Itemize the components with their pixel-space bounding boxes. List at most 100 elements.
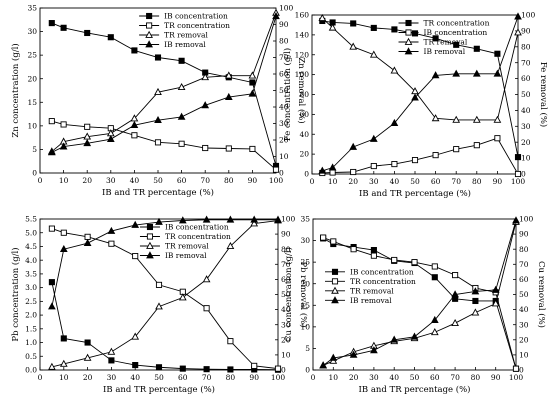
data-point bbox=[350, 168, 357, 176]
y-left-tick-label: 140 bbox=[295, 30, 310, 39]
y-left-tick-label: 0 bbox=[32, 169, 37, 178]
data-point bbox=[178, 293, 187, 301]
y-right-tick-label: 60 bbox=[521, 74, 531, 83]
data-point bbox=[320, 234, 327, 241]
data-point bbox=[202, 275, 211, 283]
legend-marker bbox=[146, 12, 153, 20]
data-point bbox=[108, 357, 115, 364]
x-tick-label: 0 bbox=[311, 373, 316, 382]
legend-label: IB removal bbox=[164, 40, 206, 49]
y-left-tick-label: 20 bbox=[27, 74, 37, 83]
data-point bbox=[201, 101, 210, 109]
data-point bbox=[349, 142, 358, 150]
y-right-tick-label: 100 bbox=[521, 11, 536, 20]
data-point bbox=[226, 241, 235, 250]
data-point bbox=[369, 134, 378, 142]
data-point bbox=[411, 259, 418, 266]
data-point bbox=[84, 123, 91, 130]
data-point bbox=[431, 114, 440, 122]
data-point bbox=[108, 240, 115, 247]
data-point bbox=[453, 41, 460, 48]
data-point bbox=[224, 92, 233, 100]
data-point bbox=[60, 335, 67, 342]
data-point bbox=[154, 87, 162, 96]
data-point bbox=[203, 305, 210, 312]
y-right-tick-label: 20 bbox=[281, 335, 291, 344]
data-point bbox=[493, 115, 502, 123]
data-point bbox=[48, 20, 55, 27]
y-left-tick-label: 5.5 bbox=[25, 215, 37, 224]
data-point bbox=[178, 216, 187, 224]
y-right-tick-label: 10 bbox=[281, 351, 291, 360]
legend-marker bbox=[405, 19, 412, 27]
series-line bbox=[321, 17, 519, 121]
data-point bbox=[494, 50, 501, 57]
data-point bbox=[154, 139, 162, 146]
x-tick-label: 80 bbox=[472, 177, 482, 186]
y-right-axis-title: Fe removal (%) bbox=[538, 62, 549, 127]
data-point bbox=[410, 332, 419, 340]
data-point bbox=[48, 279, 55, 286]
data-point bbox=[494, 135, 501, 142]
legend-marker bbox=[404, 47, 413, 55]
data-point bbox=[155, 217, 163, 225]
data-point bbox=[491, 299, 500, 307]
data-point bbox=[60, 229, 67, 236]
y-right-tick-label: 100 bbox=[279, 4, 294, 13]
x-tick-label: 40 bbox=[130, 176, 140, 185]
x-tick-label: 70 bbox=[202, 373, 212, 382]
series-ib-removal bbox=[47, 12, 280, 156]
x-tick-label: 60 bbox=[431, 177, 441, 186]
legend-marker bbox=[331, 296, 339, 304]
series-line bbox=[51, 282, 279, 371]
legend-label: IB concentration bbox=[424, 28, 488, 37]
x-tick-label: 90 bbox=[491, 373, 501, 382]
y-right-tick-label: 70 bbox=[519, 260, 529, 269]
data-point bbox=[472, 69, 481, 77]
legend-label: TR removal bbox=[424, 38, 468, 47]
data-point bbox=[411, 93, 419, 101]
y-left-tick-label: 25 bbox=[27, 51, 37, 60]
x-tick-label: 40 bbox=[130, 373, 140, 382]
x-tick-label: 100 bbox=[269, 176, 284, 185]
y-left-tick-label: 1.5 bbox=[25, 324, 37, 333]
data-point bbox=[431, 263, 438, 270]
y-right-tick-label: 10 bbox=[521, 154, 531, 163]
data-point bbox=[248, 89, 257, 97]
y-left-tick-label: 2.0 bbox=[25, 311, 37, 320]
y-right-tick-label: 90 bbox=[519, 230, 529, 239]
y-right-tick-label: 60 bbox=[279, 70, 289, 79]
data-point bbox=[411, 30, 419, 37]
data-point bbox=[369, 50, 378, 58]
data-point bbox=[318, 166, 327, 174]
y-right-tick-label: 20 bbox=[519, 335, 529, 344]
legend-label: TR concentration bbox=[424, 19, 490, 28]
x-tick-label: 90 bbox=[493, 177, 503, 186]
y-right-tick-label: 10 bbox=[519, 351, 529, 360]
data-point bbox=[274, 215, 282, 223]
y-left-tick-label: 4.5 bbox=[25, 242, 37, 251]
data-point bbox=[48, 225, 55, 232]
data-point bbox=[132, 253, 139, 260]
legend-label: IB concentration bbox=[165, 223, 229, 232]
data-point bbox=[328, 23, 337, 31]
data-point bbox=[224, 71, 233, 79]
data-point bbox=[107, 226, 116, 234]
series-ib-removal bbox=[319, 216, 520, 369]
data-point bbox=[60, 24, 67, 31]
y-right-tick-label: 10 bbox=[279, 152, 289, 161]
y-left-tick-label: 120 bbox=[295, 50, 310, 59]
data-point bbox=[59, 359, 68, 367]
x-tick-label: 80 bbox=[224, 176, 234, 185]
data-point bbox=[201, 73, 210, 81]
legend-marker bbox=[145, 30, 153, 38]
x-tick-label: 70 bbox=[200, 176, 210, 185]
data-point bbox=[227, 366, 234, 373]
x-tick-label: 80 bbox=[226, 373, 236, 382]
data-point bbox=[349, 350, 358, 358]
legend-label: IB removal bbox=[424, 47, 466, 56]
chart-panel-fe: 0 10 20 30 40 50 60 70 80 90 100020406080100120140… bbox=[282, 11, 549, 199]
x-tick-label: 80 bbox=[471, 373, 481, 382]
y-right-tick-label: 20 bbox=[279, 136, 289, 145]
series-line bbox=[322, 20, 519, 158]
